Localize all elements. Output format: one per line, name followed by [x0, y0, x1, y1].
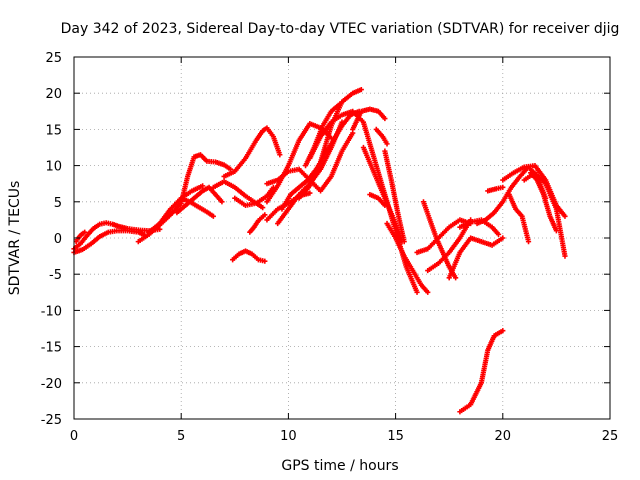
data-point-plus: [553, 228, 559, 234]
series-arc-32: [457, 328, 506, 415]
y-tick-label: -10: [41, 304, 62, 319]
axes: 0 5 10 15 20 25 -25 -20 -15 -10 -5 0 5 10 15 20 25: [41, 51, 619, 444]
y-tick-label: -15: [41, 341, 62, 356]
series-arc-04: [135, 152, 234, 245]
series-arc-08: [221, 125, 283, 180]
data-point-plus: [401, 239, 407, 245]
series-arc-33: [474, 164, 549, 227]
series-arc-25: [382, 148, 407, 245]
series-arc-23: [367, 191, 388, 209]
data-point-plus: [382, 202, 388, 209]
data-point-plus: [500, 328, 506, 334]
data-point-plus: [82, 229, 88, 235]
data-point-plus: [339, 119, 345, 125]
x-tick-label: 5: [177, 429, 185, 444]
series-arc-12: [247, 212, 268, 235]
y-tick-label: -20: [41, 377, 62, 392]
data-point-plus: [382, 115, 388, 122]
series-arc-27: [420, 199, 459, 281]
series-arc-02: [71, 228, 148, 256]
series-arc-07: [178, 195, 216, 219]
series-arc-37: [521, 170, 568, 259]
x-tick-label: 20: [495, 429, 512, 444]
x-tick-label: 25: [602, 429, 619, 444]
data-point-plus: [453, 275, 459, 281]
series-arc-11: [230, 248, 268, 264]
data-point-plus: [495, 231, 502, 237]
series-arc-30: [446, 235, 506, 281]
y-tick-label: 25: [45, 51, 62, 66]
data-point-plus: [500, 235, 506, 241]
data-point-plus: [157, 226, 163, 232]
series-arc-03: [73, 229, 88, 245]
data-point-plus: [262, 258, 268, 264]
series-arc-36: [506, 191, 532, 245]
series-arc-21: [350, 106, 388, 132]
x-tick-label: 10: [280, 429, 297, 444]
data-point-plus: [337, 101, 343, 107]
series-arc-38: [528, 170, 559, 234]
y-tick-label: 15: [45, 123, 62, 138]
x-tick-label: 0: [70, 429, 78, 444]
chart-title: Day 342 of 2023, Sidereal Day-to-day VTE…: [61, 21, 620, 37]
data-point-plus: [210, 213, 216, 219]
data-point-plus: [384, 141, 390, 147]
data-point-plus: [562, 253, 568, 259]
data-point-plus: [358, 86, 364, 93]
y-tick-label: 0: [54, 232, 62, 247]
data-point-plus: [425, 289, 431, 295]
data-point-plus: [200, 183, 206, 189]
data-point-plus: [277, 152, 283, 158]
y-tick-label: -25: [41, 413, 62, 428]
y-tick-label: 10: [45, 160, 62, 175]
series-arc-26: [384, 220, 431, 295]
x-axis-title: GPS time / hours: [281, 458, 398, 474]
data-point-plus: [562, 213, 568, 219]
x-tick-label: 15: [387, 429, 404, 444]
y-tick-label: 20: [45, 87, 62, 102]
y-axis-title: SDTVAR / TECUs: [7, 181, 23, 296]
data-marks: [71, 86, 568, 415]
series-arc-28: [414, 217, 474, 256]
data-point-plus: [500, 184, 506, 190]
y-tick-label: 5: [54, 196, 62, 211]
series-arc-24: [373, 126, 390, 147]
y-tick-label: -5: [49, 268, 62, 283]
data-point-plus: [262, 212, 268, 218]
data-point-plus: [525, 239, 532, 245]
series-arc-09: [210, 178, 266, 211]
data-point-plus: [219, 199, 225, 205]
data-point-plus: [307, 190, 313, 196]
series-arc-34: [485, 184, 506, 194]
data-point-plus: [414, 289, 420, 295]
data-point-plus: [260, 204, 266, 211]
